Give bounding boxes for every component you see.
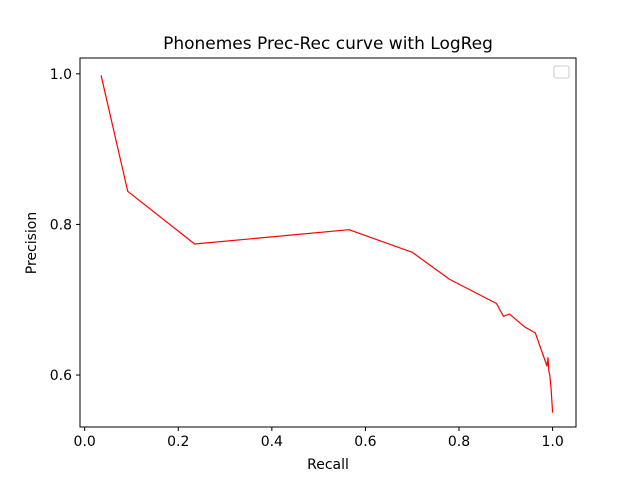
legend-box [553,65,570,79]
x-axis-ticks: 0.0 0.2 0.4 0.6 0.8 1.0 [74,427,564,450]
chart-title: Phonemes Prec-Rec curve with LogReg [163,34,493,54]
y-tick-label: 0.8 [50,217,72,233]
x-tick-label: 0.6 [354,434,376,450]
x-axis-label: Recall [307,457,349,473]
plot-area [80,58,576,427]
y-tick-label: 0.6 [50,368,72,384]
x-tick-label: 0.4 [261,434,283,450]
y-tick-label: 1.0 [50,67,72,83]
precision-recall-line [100,75,554,413]
series-layer [100,75,554,413]
x-tick-label: 1.0 [541,434,563,450]
y-axis-ticks: 0.6 0.8 1.0 [50,67,80,384]
y-axis-label: Precision [24,212,40,274]
x-tick-label: 0.2 [167,434,189,450]
x-tick-label: 0.0 [74,434,96,450]
plot-frame [79,57,577,428]
x-tick-label: 0.8 [448,434,470,450]
